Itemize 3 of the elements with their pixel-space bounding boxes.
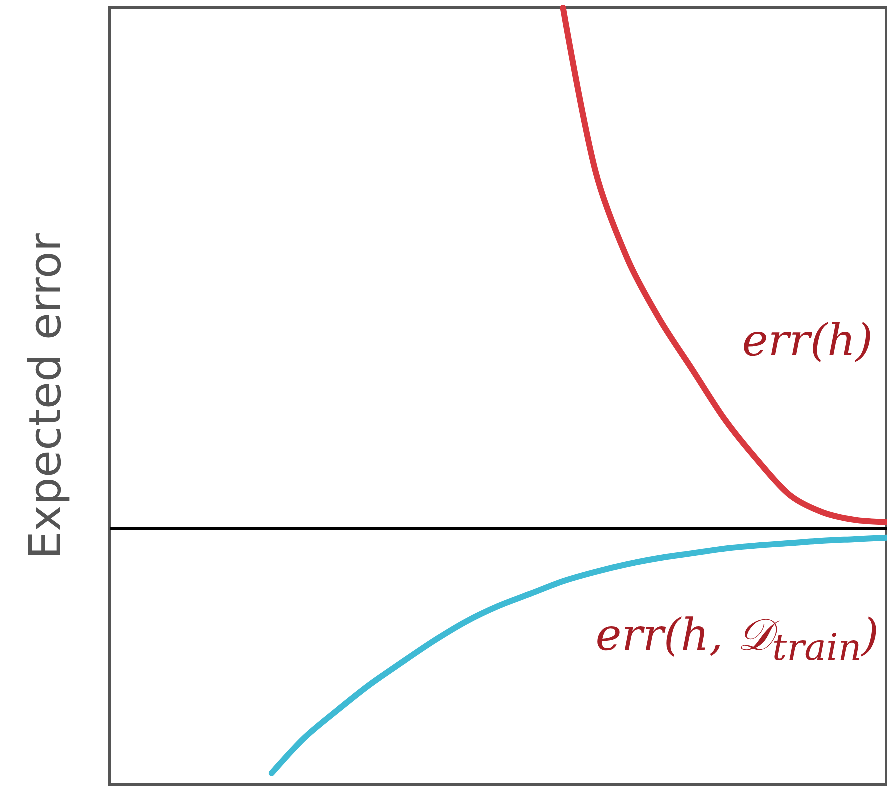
series-label: err(h, 𝒟$_{train}$) (596, 610, 879, 670)
y-axis-title: Expected error (20, 232, 72, 560)
series-label: err(h) (742, 316, 873, 369)
